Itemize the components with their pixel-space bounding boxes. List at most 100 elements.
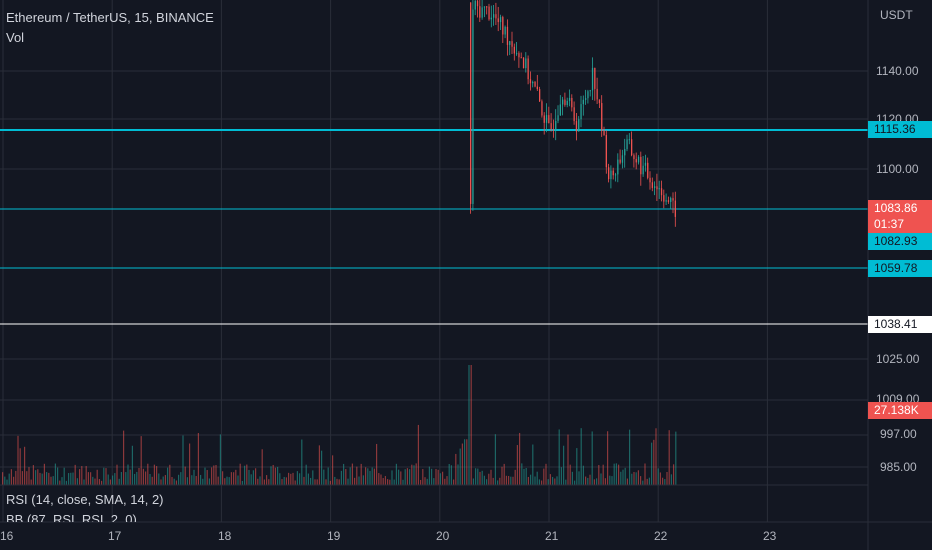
volume-bar xyxy=(637,470,639,485)
volume-bar xyxy=(552,476,554,485)
last-volume-tag: 27.138K xyxy=(868,402,932,419)
volume-bar xyxy=(664,479,666,485)
volume-bar xyxy=(162,476,164,485)
candle-body xyxy=(522,57,525,69)
candle-body xyxy=(493,14,495,18)
volume-bar xyxy=(503,463,505,485)
candle-body xyxy=(670,198,672,202)
volume-bar xyxy=(563,445,565,485)
rsi-indicator-label[interactable]: RSI (14, close, SMA, 14, 2) xyxy=(6,492,164,507)
volume-bar xyxy=(378,473,380,485)
volume-bar xyxy=(653,439,655,485)
volume-bar xyxy=(59,480,61,485)
volume-bar xyxy=(347,478,349,485)
candle-body xyxy=(559,104,561,116)
volume-bar xyxy=(255,468,257,485)
volume-bar xyxy=(428,466,430,485)
volume-indicator-label[interactable]: Vol xyxy=(6,30,25,45)
volume-bar xyxy=(314,479,316,485)
y-tick: 985.00 xyxy=(880,460,917,474)
x-tick: 18 xyxy=(218,529,232,543)
volume-bar xyxy=(134,473,136,485)
candle-body xyxy=(674,200,676,217)
volume-bar xyxy=(516,445,518,485)
candle-body xyxy=(612,170,614,176)
volume-bar xyxy=(356,466,358,485)
volume-bar xyxy=(457,464,459,485)
candle-body xyxy=(541,101,543,116)
volume-bar xyxy=(332,455,334,485)
currency-label: USDT xyxy=(880,8,913,22)
volume-bar xyxy=(402,479,404,485)
candle-body xyxy=(598,99,601,104)
volume-bar xyxy=(514,469,516,485)
candle-body xyxy=(474,0,476,10)
volume-bar xyxy=(422,469,424,485)
candle-body xyxy=(621,155,624,163)
candle-body xyxy=(578,119,580,132)
volume-bar xyxy=(230,472,232,485)
candle-body xyxy=(575,121,578,132)
volume-bar xyxy=(153,464,155,485)
volume-bar xyxy=(329,480,331,485)
volume-bar xyxy=(39,472,41,485)
volume-bar xyxy=(360,463,362,485)
volume-bar xyxy=(74,464,76,485)
volume-bar xyxy=(219,434,221,485)
volume-bars xyxy=(2,365,677,485)
volume-bar xyxy=(35,470,37,485)
volume-bar xyxy=(530,474,532,485)
volume-bar xyxy=(582,465,584,485)
volume-bar xyxy=(492,477,494,485)
volume-bar xyxy=(41,473,43,485)
volume-bar xyxy=(461,443,463,485)
volume-bar xyxy=(571,471,573,485)
volume-bar xyxy=(54,463,56,485)
volume-bar xyxy=(107,474,109,485)
candle-body xyxy=(486,6,488,8)
candle-body xyxy=(580,104,582,120)
volume-bar xyxy=(486,479,488,485)
candle-body xyxy=(601,103,603,131)
volume-bar xyxy=(63,467,65,485)
volume-bar xyxy=(160,479,162,485)
candle-body xyxy=(589,90,591,92)
candle-body xyxy=(617,159,619,175)
volume-bar xyxy=(109,479,111,485)
volume-bar xyxy=(400,471,402,485)
symbol-title[interactable]: Ethereum / TetherUS, 15, BINANCE xyxy=(6,10,214,25)
volume-bar xyxy=(189,443,191,485)
volume-bar xyxy=(380,474,382,485)
volume-bar xyxy=(409,469,411,485)
volume-bar xyxy=(182,435,184,485)
volume-bar xyxy=(477,468,479,485)
volume-bar xyxy=(325,479,327,485)
volume-bar xyxy=(439,473,441,485)
candle-body xyxy=(539,89,541,102)
volume-bar xyxy=(519,432,521,485)
volume-bar xyxy=(318,445,320,485)
volume-bar xyxy=(283,476,285,485)
volume-bar xyxy=(2,472,4,485)
volume-bar xyxy=(455,453,457,485)
volume-bar xyxy=(125,472,127,485)
volume-bar xyxy=(578,471,580,485)
volume-bar xyxy=(6,479,8,485)
volume-bar xyxy=(406,468,408,485)
volume-bar xyxy=(468,365,470,485)
candle-body xyxy=(596,88,598,100)
volume-bar xyxy=(127,464,129,485)
candle-body xyxy=(536,86,538,90)
volume-bar xyxy=(604,478,606,485)
volume-bar xyxy=(164,475,166,485)
volume-bar xyxy=(301,439,303,485)
volume-bar xyxy=(624,467,626,485)
volume-bar xyxy=(349,467,351,485)
candle-body xyxy=(608,167,610,180)
volume-bar xyxy=(252,470,254,485)
horizontal-levels[interactable] xyxy=(0,129,868,325)
volume-bar xyxy=(444,478,446,485)
volume-bar xyxy=(525,467,527,485)
bb-indicator-label[interactable]: BB (87, RSI, RSI, 2, 0) xyxy=(6,512,137,522)
